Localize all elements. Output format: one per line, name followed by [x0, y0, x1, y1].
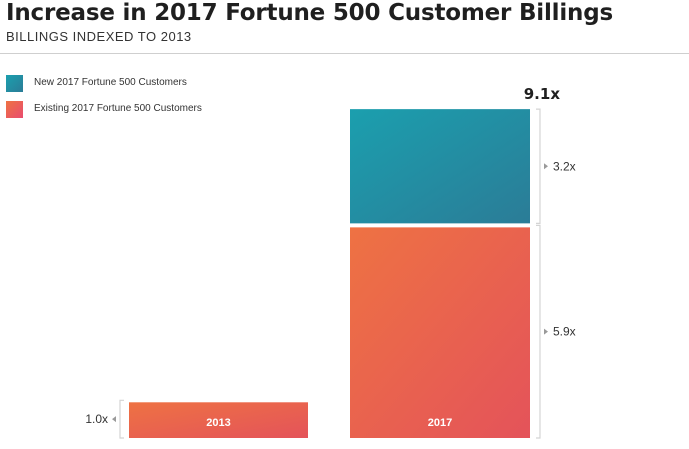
category-label-2017: 2017	[428, 417, 452, 429]
bar-new-2017	[350, 109, 530, 224]
legend-swatch-new	[6, 75, 23, 92]
existing-2017-bracket	[536, 224, 541, 439]
total-label-2017: 9.1x	[524, 85, 561, 103]
bar-existing-2017	[350, 227, 530, 438]
new-2017-value-label: 3.2x	[553, 159, 576, 173]
chart-subtitle: BILLINGS INDEXED TO 2013	[6, 29, 192, 44]
header-divider	[0, 53, 689, 54]
existing-2013-bracket	[119, 399, 124, 439]
bar-existing-2013	[129, 402, 308, 438]
category-label-2013: 2013	[206, 417, 230, 429]
legend-label-new: New 2017 Fortune 500 Customers	[34, 77, 187, 88]
new-2017-bracket-arrow	[544, 163, 548, 170]
new-2017-bracket	[536, 108, 541, 224]
existing-2013-value-label: 1.0x	[85, 412, 108, 426]
existing-2017-value-label: 5.9x	[553, 325, 576, 339]
existing-2013-bracket-arrow	[112, 416, 116, 423]
legend-label-existing: Existing 2017 Fortune 500 Customers	[34, 103, 202, 114]
existing-2017-bracket-arrow	[544, 328, 548, 335]
legend-swatch-existing	[6, 101, 23, 118]
chart-title: Increase in 2017 Fortune 500 Customer Bi…	[6, 0, 613, 26]
